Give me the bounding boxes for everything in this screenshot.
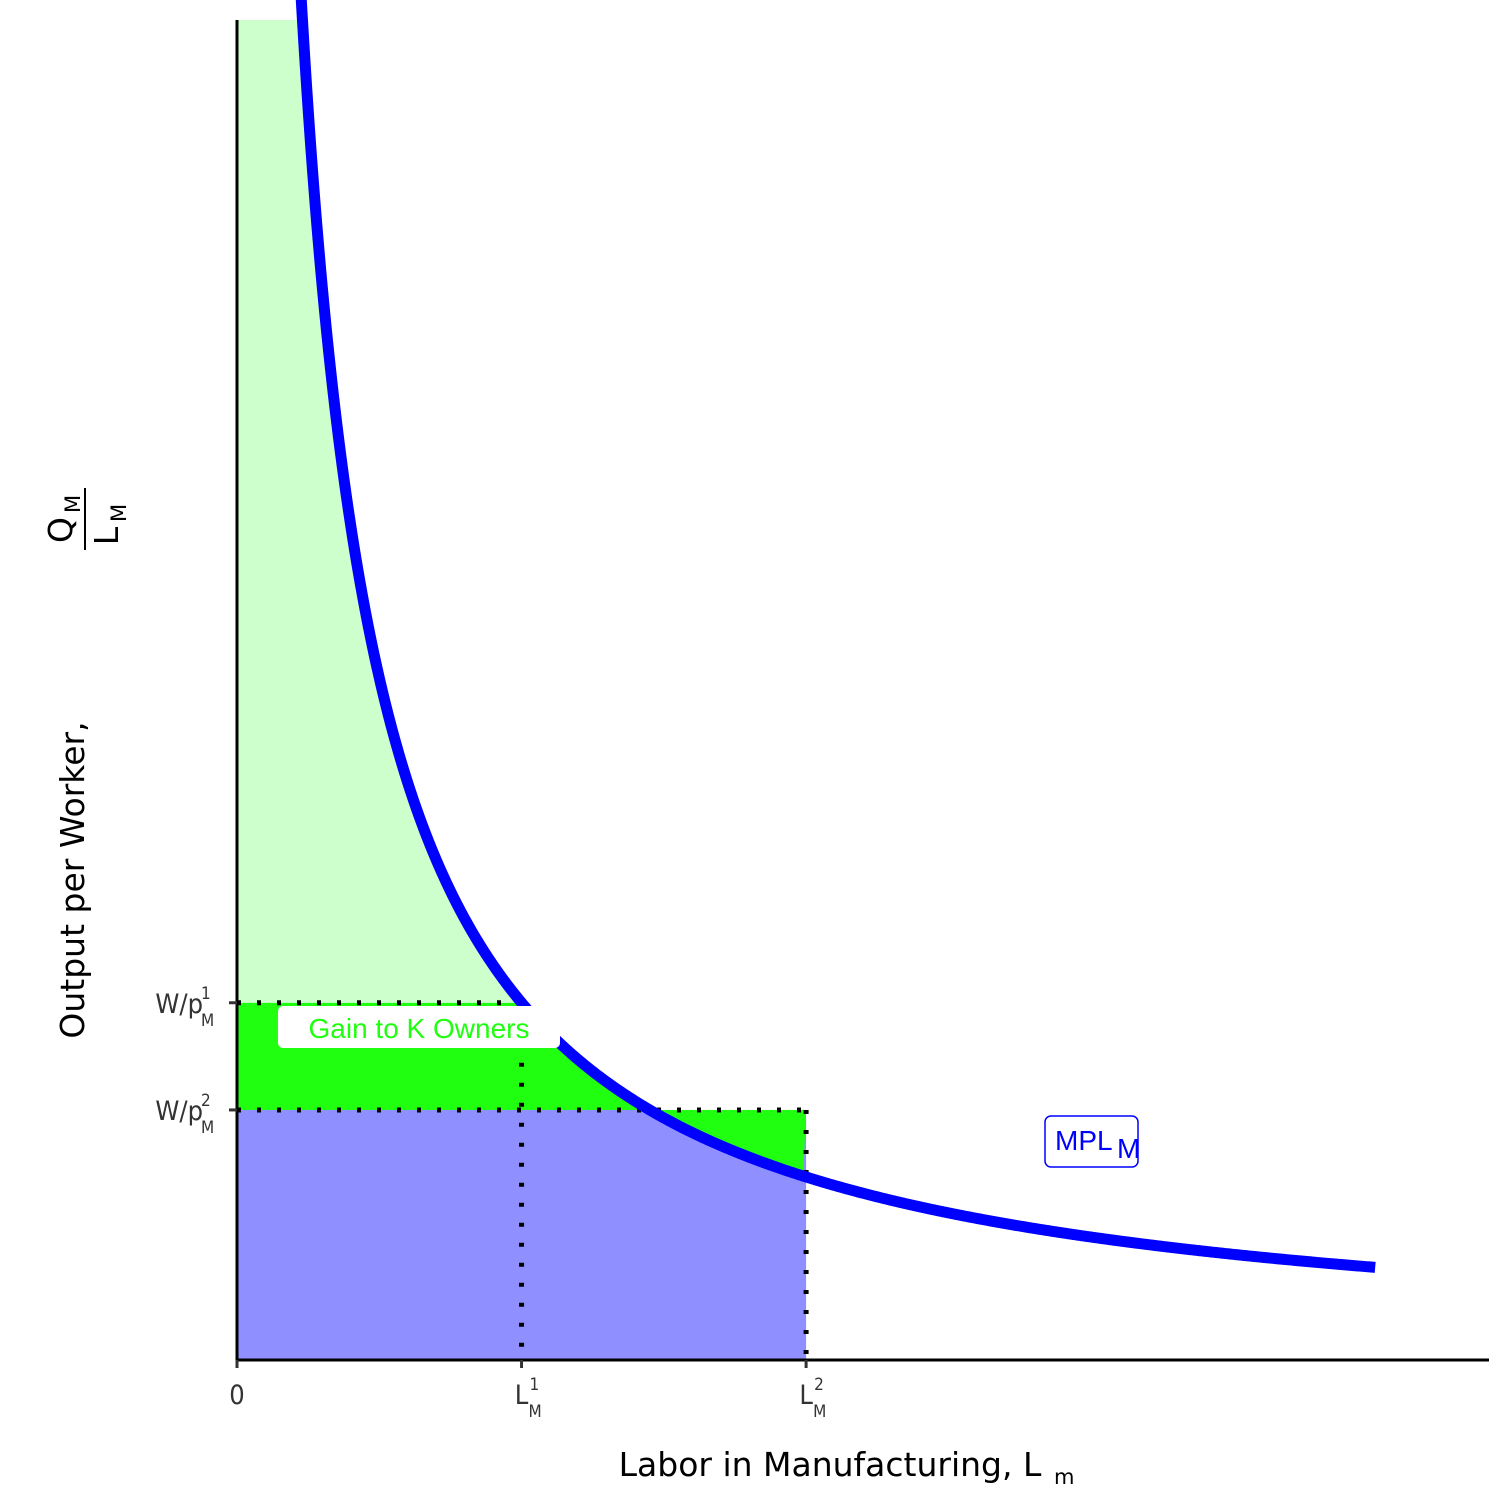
axis-titles: Labor in Manufacturing, L m Output per Wor…: [41, 488, 1074, 1489]
x-axis-title: Labor in Manufacturing, L: [619, 1445, 1042, 1484]
x-tick-label-0: 0: [229, 1380, 244, 1411]
y-axis-frac-num-sub: M: [61, 495, 85, 513]
curve-layer: [295, 0, 1380, 1273]
x-axis-title-sub: m: [1054, 1465, 1074, 1489]
capital-income-region: [237, 20, 522, 1003]
x-tick-label-2: L: [799, 1380, 813, 1411]
y-axis-frac-den-sub: M: [107, 504, 131, 522]
mpl-label-box: [1044, 1115, 1139, 1168]
y-tick-label-0: W/p: [155, 989, 203, 1020]
x-tick-sup-2: 2: [814, 1375, 824, 1395]
mpl-label-sub: M: [1117, 1133, 1140, 1164]
gain-label-box: [278, 1006, 560, 1048]
x-tick-label-1: L: [515, 1380, 529, 1411]
mpl-curve: [295, 0, 1380, 1273]
chart-regions: [237, 20, 807, 1360]
y-tick-sub-1: M: [201, 1118, 214, 1138]
y-tick-sup-1: 2: [201, 1091, 211, 1111]
axes: [235, 20, 1489, 1362]
mpl-label-text: MPL: [1055, 1125, 1113, 1156]
guide-lines: [237, 1000, 809, 1360]
annotations: Gain to K Owners MPL M: [278, 1006, 1140, 1168]
y-axis-title: Output per Worker,: [53, 721, 92, 1038]
y-axis-frac-den: L: [87, 526, 126, 545]
y-tick-sup-0: 1: [201, 984, 211, 1004]
y-tick-label-1: W/p: [155, 1096, 203, 1127]
labor-income-region: [237, 1109, 807, 1360]
gain-label-text: Gain to K Owners: [309, 1013, 530, 1044]
x-tick-sub-2: M: [813, 1402, 826, 1422]
x-tick-sub-1: M: [529, 1402, 542, 1422]
y-tick-sub-0: M: [201, 1011, 214, 1031]
x-tick-sup-1: 1: [530, 1375, 540, 1395]
y-axis-frac-num: Q: [41, 517, 80, 543]
